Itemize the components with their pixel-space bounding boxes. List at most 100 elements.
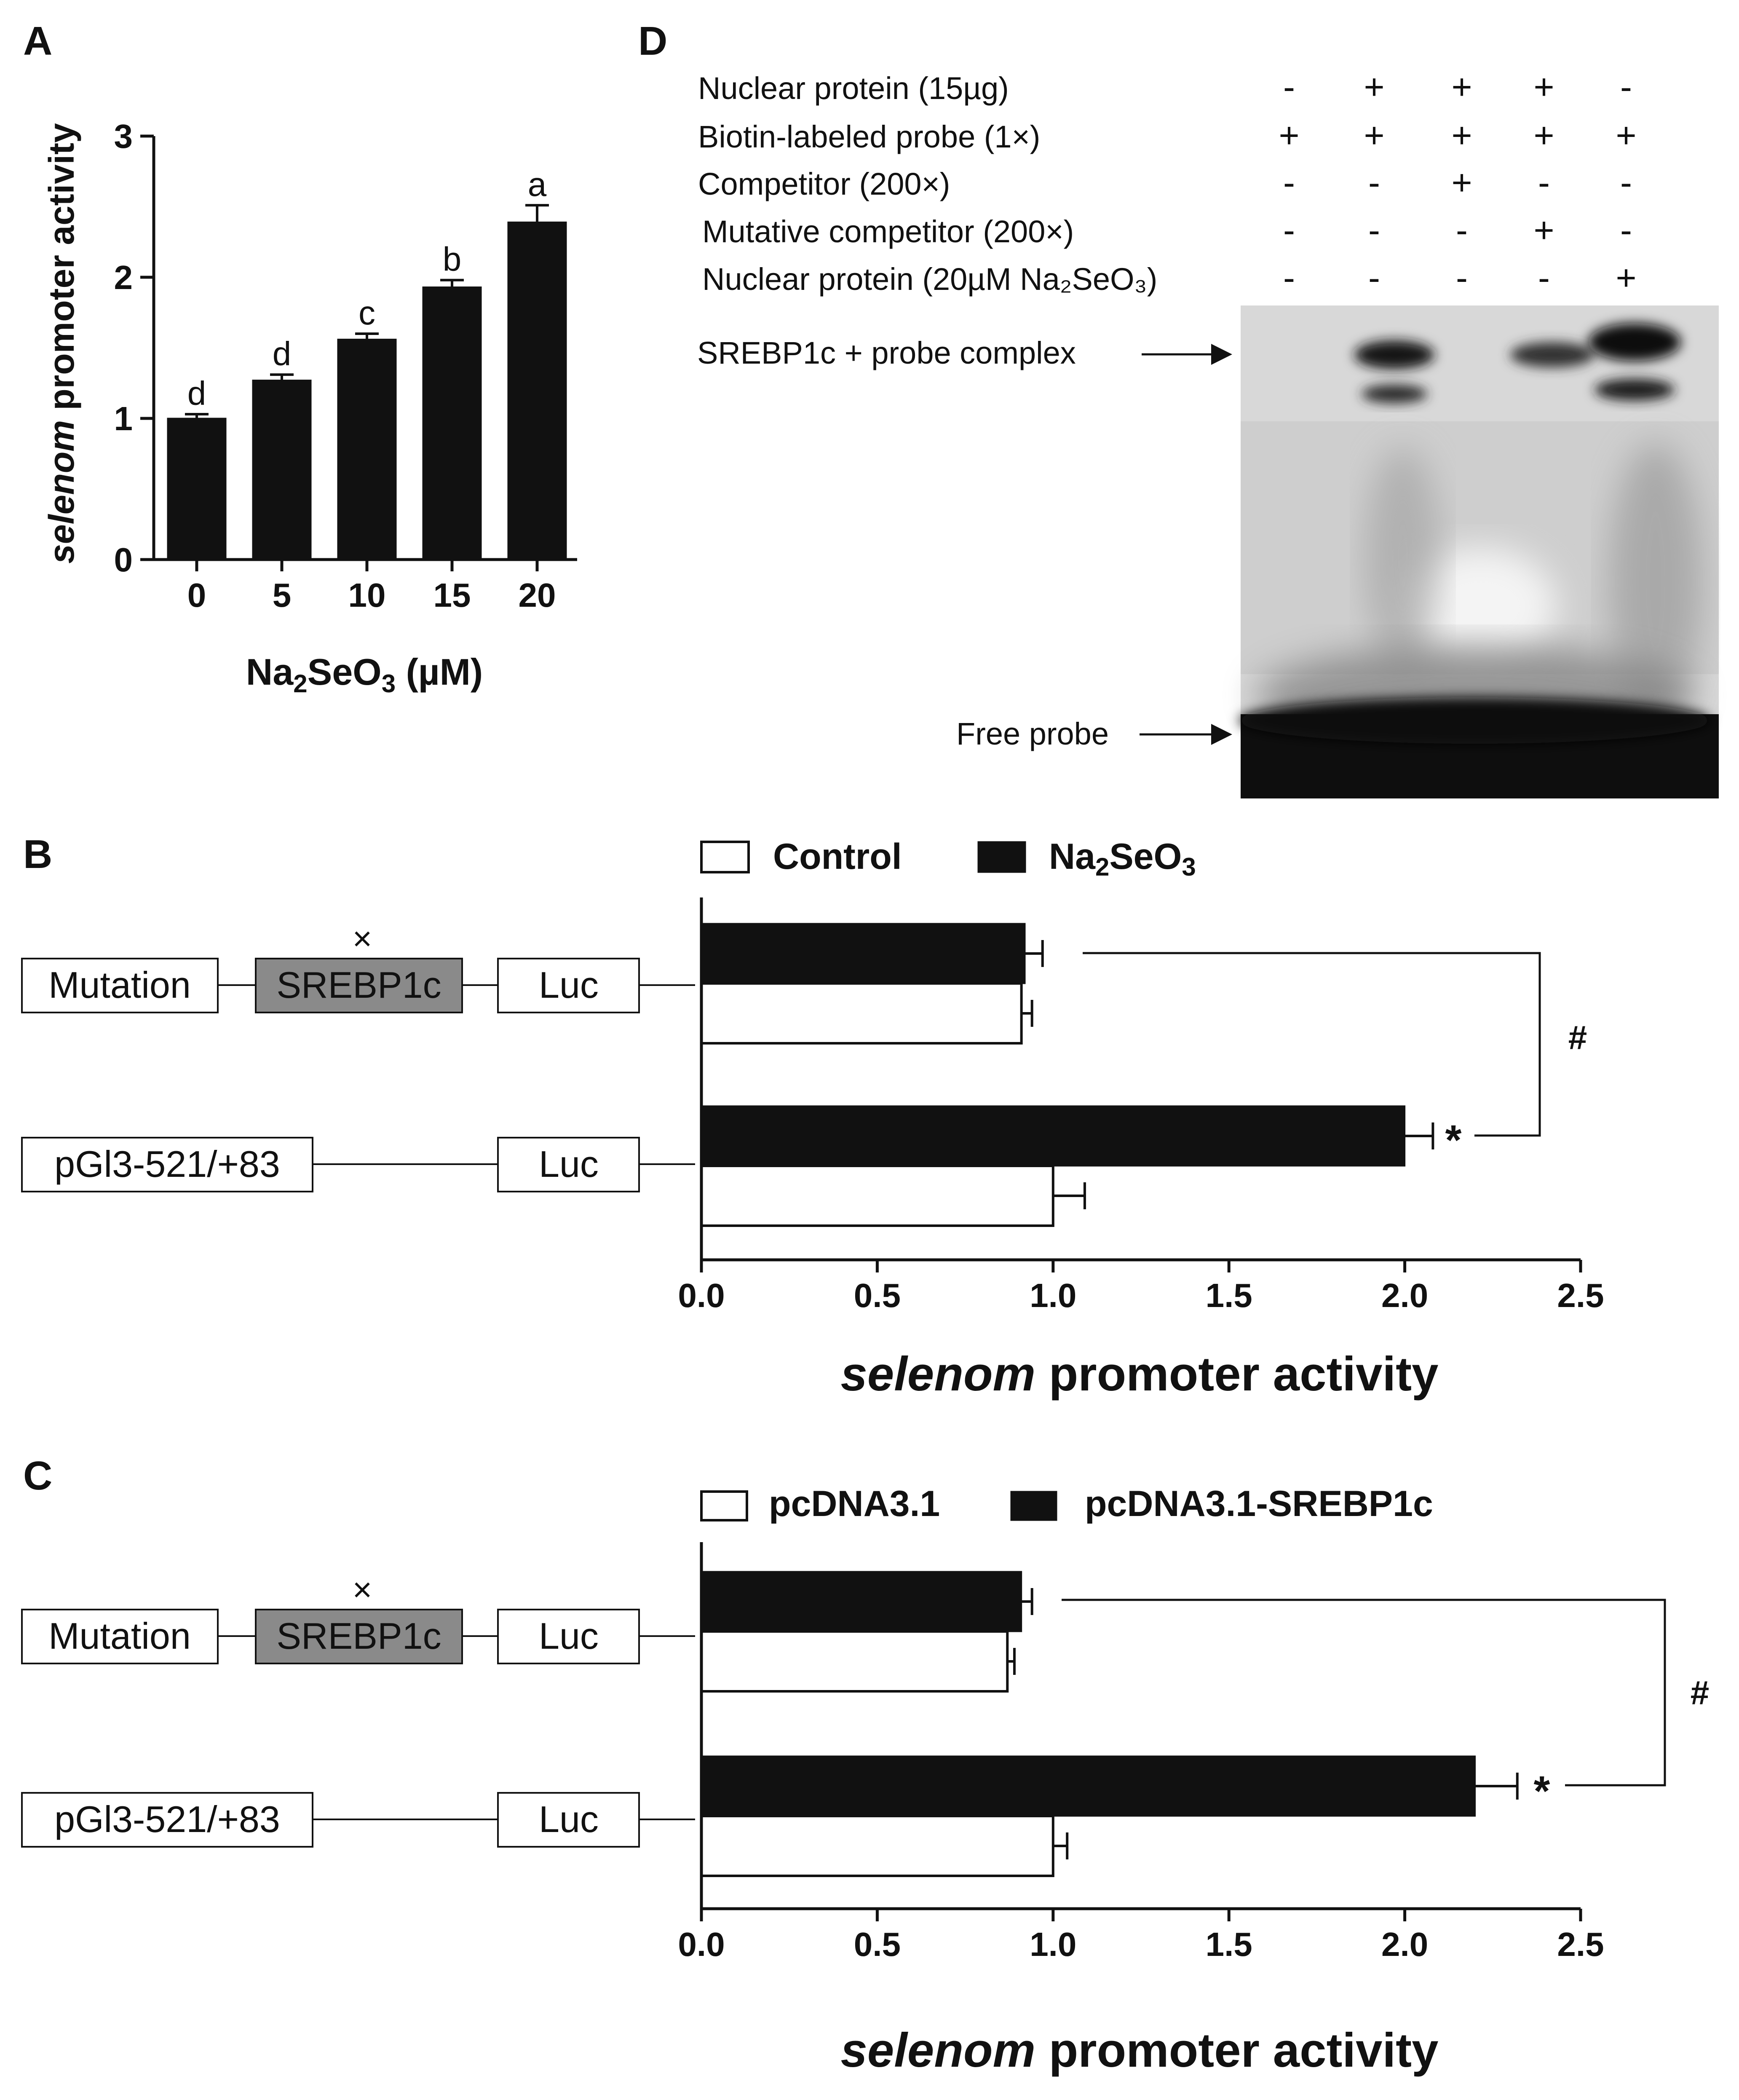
legend-label-pcdna-srebp1c: pcDNA3.1-SREBP1c <box>1085 1484 1433 1524</box>
panel-a-x-ticks: 0 5 10 15 20 <box>187 560 556 614</box>
panel-a-y-tick-label: 3 <box>114 118 133 155</box>
pgl3-label-c: pGl3-521/+83 <box>54 1798 280 1840</box>
pgl3-box-c <box>21 1792 313 1848</box>
panel-c-x-tick-label: 1.0 <box>1030 1926 1076 1963</box>
panel-b-x-axis-title: selenom promoter activity <box>840 1347 1438 1401</box>
panel-b-bar <box>701 1105 1406 1167</box>
emsa-lane-sign: - <box>1283 210 1295 250</box>
panel-a-y-ticks: 0 1 2 3 <box>114 118 154 579</box>
srebp1c-site-label-c: SREBP1c <box>276 1615 441 1657</box>
legend-swatch-pcdna-srebp1c <box>1010 1491 1057 1521</box>
legend-swatch-control <box>700 841 750 873</box>
panel-a-label: A <box>23 19 52 64</box>
panel-c-x-axis-title: selenom promoter activity <box>840 2024 1438 2077</box>
mutation-label-c: Mutation <box>48 1615 191 1657</box>
emsa-lane-sign: - <box>1283 163 1295 202</box>
panel-d-label: D <box>638 19 667 64</box>
pgl3-label: pGl3-521/+83 <box>54 1143 280 1185</box>
legend-swatch-pcdna <box>700 1490 748 1521</box>
panel-c-star-mark: * <box>1534 1768 1550 1815</box>
panel-a-significance-letter: d <box>187 375 206 412</box>
panel-b-legend: Control Na2SeO3 <box>700 836 1196 881</box>
emsa-row-label: Mutative competitor (200×) <box>702 214 1074 249</box>
panel-c-x-tick-label: 0.0 <box>678 1926 725 1963</box>
panel-a-y-tick-label: 1 <box>114 400 133 437</box>
mutation-label: Mutation <box>48 964 191 1006</box>
panel-a-x-tick-label: 20 <box>519 576 556 614</box>
legend-label-control: Control <box>773 836 902 877</box>
luc-box-mutation <box>497 958 640 1013</box>
emsa-lane-sign: - <box>1368 163 1380 202</box>
mutation-box <box>21 958 219 1013</box>
luc-box-mutation-c <box>497 1609 640 1664</box>
pgl3-box <box>21 1137 313 1192</box>
emsa-lane-sign: + <box>1533 210 1554 250</box>
panel-b-x-tick-label: 1.5 <box>1206 1277 1252 1314</box>
panel-a-bar <box>167 418 227 560</box>
panel-c-significance: # * <box>1062 1599 1710 1815</box>
emsa-lane-sign: - <box>1620 210 1632 250</box>
emsa-condition-rows: Nuclear protein (15µg) - + + + - Biotin-labele… <box>698 67 1637 297</box>
panel-c-x-tick-label: 2.5 <box>1557 1926 1604 1963</box>
mutation-cross-mark-c: × <box>353 1571 372 1608</box>
luc-label-pgl3-c: Luc <box>539 1798 599 1840</box>
emsa-lane-sign: - <box>1620 163 1632 202</box>
srebp1c-site-label: SREBP1c <box>276 964 441 1006</box>
emsa-lane-sign: - <box>1283 258 1295 297</box>
panel-a-bar <box>507 221 567 560</box>
panel-a-significance-letter: b <box>443 241 462 278</box>
panel-b-significance: # * <box>1083 952 1587 1164</box>
emsa-lane-sign: - <box>1368 258 1380 297</box>
emsa-lane-sign: + <box>1279 115 1299 155</box>
emsa-lane-sign: + <box>1616 115 1636 155</box>
panel-c-legend: pcDNA3.1 pcDNA3.1-SREBP1c <box>700 1484 1433 1524</box>
panel-a: A selenom promoter activity 0 1 2 3 d d c b a 0… <box>23 19 577 698</box>
emsa-lane-sign: - <box>1456 210 1468 250</box>
panel-a-significance-letter: c <box>359 294 375 332</box>
panel-a-y-axis-title: selenom promoter activity <box>42 123 81 564</box>
emsa-row-label: Competitor (200×) <box>698 166 950 201</box>
panel-c-bars <box>700 1571 1519 1877</box>
emsa-row-label: Biotin-labeled probe (1×) <box>698 119 1040 154</box>
emsa-gel-image <box>1239 305 1719 798</box>
panel-c-bar <box>701 1755 1476 1817</box>
panel-a-bars: d d c b a <box>167 166 567 560</box>
panel-b-x-tick-label: 1.0 <box>1030 1277 1076 1314</box>
mutation-box-c <box>21 1609 219 1664</box>
emsa-lane-sign: + <box>1616 258 1636 297</box>
panel-b-bars <box>700 923 1434 1227</box>
panel-b-star-mark: * <box>1445 1117 1462 1164</box>
panel-c-hash-mark: # <box>1691 1674 1710 1712</box>
panel-a-x-tick-label: 10 <box>348 576 386 614</box>
panel-b-x-ticks: 0.0 0.5 1.0 1.5 2.0 2.5 <box>678 1260 1604 1314</box>
panel-c-x-ticks: 0.0 0.5 1.0 1.5 2.0 2.5 <box>678 1909 1604 1963</box>
mutation-cross-mark: × <box>353 920 372 957</box>
emsa-lane-sign: + <box>1451 115 1472 155</box>
legend-swatch-na2seo3 <box>977 841 1026 873</box>
panel-b-x-tick-label: 0.0 <box>678 1277 725 1314</box>
emsa-lane-sign: - <box>1456 258 1468 297</box>
panel-a-x-tick-label: 0 <box>187 576 206 614</box>
panel-b: B Control Na2SeO3 Mutation SREBP1c × Luc… <box>21 832 1604 1401</box>
panel-a-significance-letter: d <box>273 335 292 372</box>
panel-a-bar <box>422 286 482 560</box>
emsa-lane-sign: - <box>1283 67 1295 107</box>
emsa-lane-sign: - <box>1538 258 1550 297</box>
panel-c-x-tick-label: 1.5 <box>1206 1926 1252 1963</box>
panel-b-x-tick-label: 2.0 <box>1381 1277 1428 1314</box>
emsa-row-label: Nuclear protein (20µM Na₂SeO₃) <box>702 262 1157 297</box>
panel-b-bar <box>700 1165 1054 1227</box>
panel-b-bar <box>701 923 1026 984</box>
luc-box-pgl3 <box>497 1137 640 1192</box>
panel-a-bar <box>252 380 312 560</box>
emsa-lane-sign: - <box>1620 67 1632 107</box>
emsa-lane-sign: + <box>1364 115 1384 155</box>
panel-d: D Nuclear protein (15µg) - + + + - Biotin-labe… <box>638 19 1719 798</box>
emsa-lane-sign: - <box>1368 210 1380 250</box>
emsa-lane-sign: + <box>1533 67 1554 107</box>
panel-c-x-tick-label: 0.5 <box>854 1926 901 1963</box>
panel-c-bar <box>701 1571 1022 1632</box>
emsa-lane-sign: - <box>1538 163 1550 202</box>
panel-b-hash-mark: # <box>1568 1019 1587 1056</box>
